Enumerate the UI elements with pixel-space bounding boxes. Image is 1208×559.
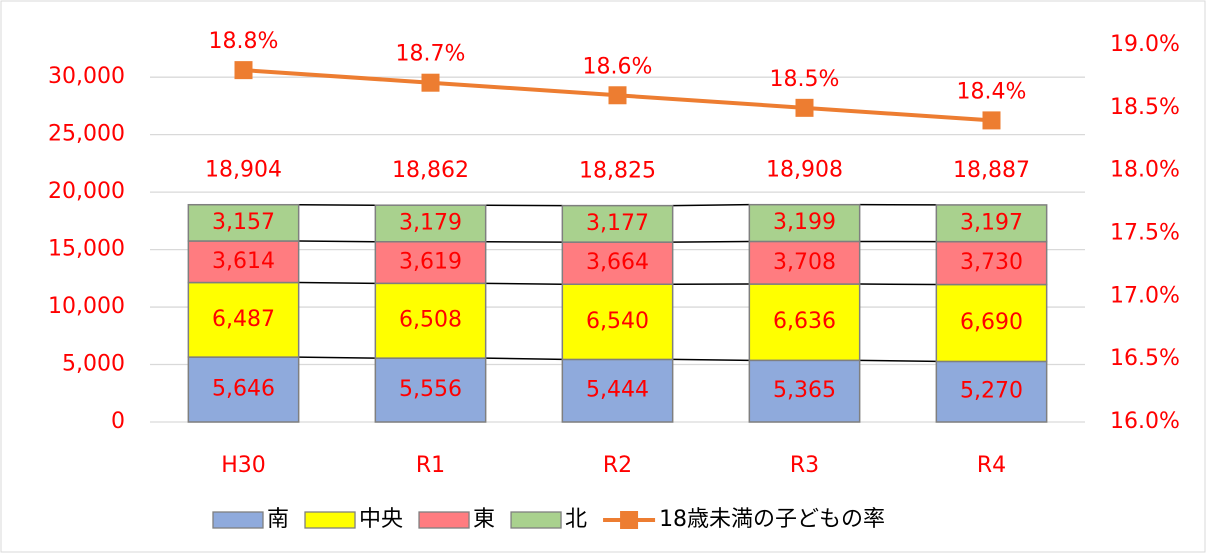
y2-tick-label: 17.0% [1110,283,1180,308]
legend-swatch [511,512,561,528]
y2-tick-label: 17.5% [1110,221,1180,246]
data-label: 6,636 [773,309,836,334]
y2-tick-label: 18.5% [1110,95,1180,120]
series-line [299,283,376,284]
data-label: 6,487 [212,307,275,332]
total-label: 18,862 [392,158,469,183]
total-label: 18,825 [579,159,656,184]
legend-swatch [419,512,469,528]
x-tick-label: R3 [790,453,819,478]
y2-tick-label: 18.0% [1110,158,1180,183]
series-line [486,283,563,284]
data-label: 3,664 [586,250,649,275]
data-label: 3,197 [960,210,1023,235]
data-label: 6,540 [586,309,649,334]
total-label: 18,904 [205,158,282,183]
x-tick-label: R2 [603,453,632,478]
legend-label: 18歳未満の子どもの率 [659,507,885,532]
data-label: 5,444 [586,378,649,403]
data-label: 5,646 [212,377,275,402]
data-label: 3,199 [773,210,836,235]
series-line [673,359,750,360]
line-label: 18.7% [396,42,466,67]
data-label: 3,619 [399,250,462,275]
y2-tick-label: 16.0% [1110,409,1180,434]
data-label: 3,179 [399,210,462,235]
series-line [299,357,376,358]
line-label: 18.5% [770,67,840,92]
data-label: 3,708 [773,250,836,275]
x-tick-label: R4 [977,453,1006,478]
line-label: 18.4% [957,79,1027,104]
y-tick-label: 20,000 [48,179,125,204]
data-label: 3,614 [212,249,275,274]
data-label: 5,365 [773,378,836,403]
legend-swatch [305,512,355,528]
data-label: 5,556 [399,377,462,402]
y-tick-label: 10,000 [48,294,125,319]
y-tick-label: 0 [111,409,125,434]
data-label: 5,270 [960,379,1023,404]
series-line [299,241,376,242]
line-marker [422,74,440,92]
data-label: 3,157 [212,210,275,235]
line-marker [796,99,814,117]
y2-tick-label: 19.0% [1110,32,1180,57]
series-line [673,205,750,206]
line-label: 18.6% [583,54,653,79]
series-line [673,241,750,242]
y-tick-label: 25,000 [48,122,125,147]
legend-label: 南 [267,507,289,532]
y-tick-label: 5,000 [62,352,125,377]
line-marker [235,61,253,79]
line-marker [983,111,1001,129]
legend-label: 東 [473,507,495,532]
legend-swatch [213,512,263,528]
y-tick-label: 15,000 [48,237,125,262]
line-marker [609,86,627,104]
data-label: 6,508 [399,308,462,333]
y-tick-label: 30,000 [48,64,125,89]
legend-marker [620,511,638,529]
x-tick-label: H30 [221,453,266,478]
total-label: 18,887 [953,158,1030,183]
legend-label: 北 [565,507,587,532]
data-label: 3,730 [960,250,1023,275]
data-label: 3,177 [586,211,649,236]
line-label: 18.8% [209,29,279,54]
legend-label: 中央 [359,507,403,532]
y2-tick-label: 16.5% [1110,346,1180,371]
total-label: 18,908 [766,158,843,183]
data-label: 6,690 [960,310,1023,335]
x-tick-label: R1 [416,453,445,478]
